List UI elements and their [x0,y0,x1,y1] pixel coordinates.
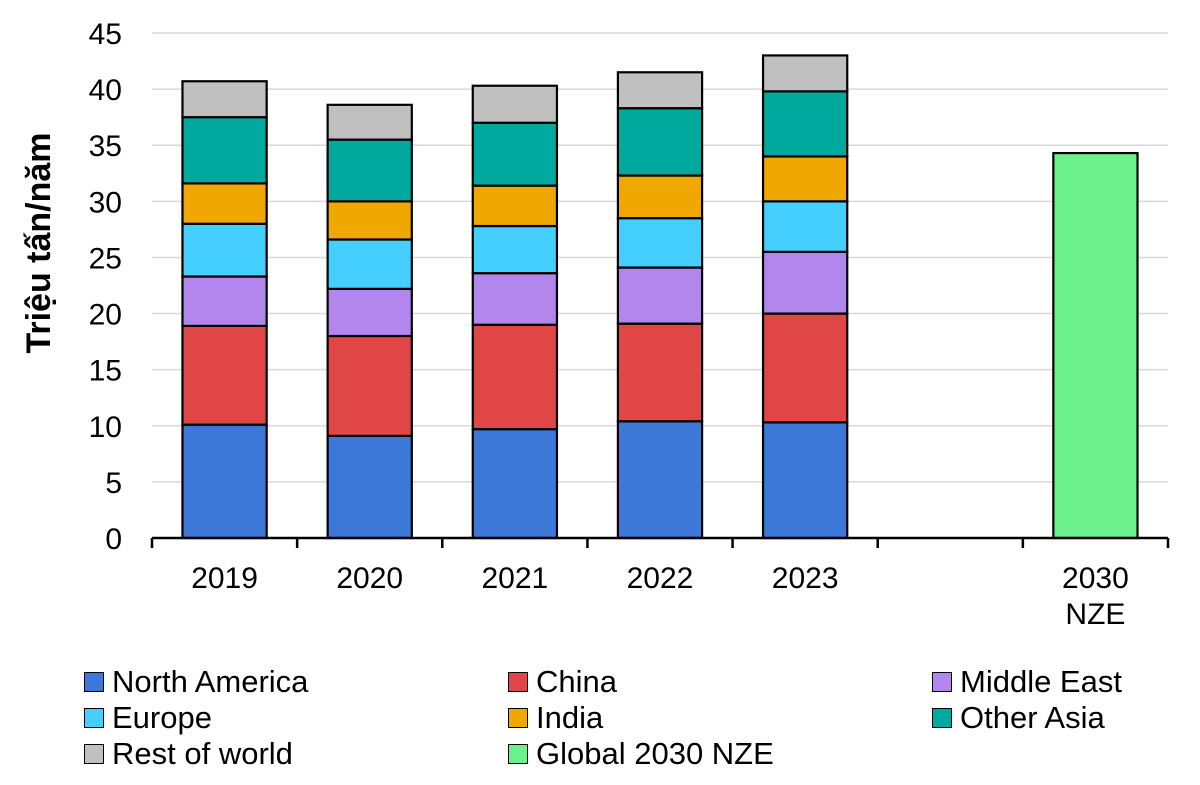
x-tick-label: 2021 [481,562,548,595]
bar-rest-of-world-2023 [761,54,849,93]
legend-label: North America [112,664,309,699]
y-tick-label: 40 [89,74,122,107]
bar-other-asia-2022 [616,107,704,177]
bar-europe-2022 [616,217,704,269]
bar-rest-of-world-2020 [326,103,413,141]
bar-china-2019 [181,324,268,426]
y-tick-label: 20 [89,299,122,332]
legend-item-china: China [508,664,617,700]
bar-india-2022 [616,174,704,220]
bar-europe-2021 [471,224,559,275]
x-axis [150,536,1170,548]
bar-middle-east-2020 [326,287,413,338]
legend-item-middle-east: Middle East [932,664,1122,700]
x-tick-label: 2030 [1062,562,1129,595]
bar-other-asia-2020 [326,138,413,203]
bar-middle-east-2022 [616,266,704,325]
legend-swatch [84,744,104,764]
bar-india-2020 [326,200,413,241]
bar-middle-east-2023 [761,250,849,315]
legend-item-north-america: North America [84,664,308,700]
bar-north-america-2021 [471,428,559,540]
legend-label: Europe [112,700,212,735]
bar-middle-east-2021 [471,272,559,326]
y-tick-label: 5 [105,467,122,500]
y-tick-label: 35 [89,130,122,163]
legend-swatch [508,744,528,764]
legend-swatch [84,708,104,728]
legend-swatch [932,672,952,692]
bar-china-2022 [616,322,704,423]
legend-label: China [536,664,617,699]
bars [181,54,1139,540]
bar-rest-of-world-2019 [181,80,268,119]
x-tick-label: 2019 [191,562,258,595]
legend-label: Middle East [960,664,1122,699]
y-tick-label: 0 [105,523,122,556]
bar-india-2023 [761,155,849,203]
y-axis-ticks: 0 5 10 15 20 25 30 35 40 45 [89,18,122,556]
y-tick-label: 30 [89,186,122,219]
legend-item-global-2030-nze: Global 2030 NZE [508,736,774,772]
bar-north-america-2022 [616,420,704,540]
legend-label: India [536,700,604,735]
legend-item-other-asia: Other Asia [932,700,1105,736]
bar-other-asia-2023 [761,90,849,158]
bar-middle-east-2019 [181,275,268,327]
bar-global-2030-nze-2030-nze [1052,151,1139,540]
bar-other-asia-2021 [471,121,559,187]
bar-other-asia-2019 [181,116,268,185]
x-tick-label: 2020 [336,562,403,595]
x-tick-label: 2023 [772,562,839,595]
legend-swatch [932,708,952,728]
x-tick-label: NZE [1065,598,1125,631]
bar-europe-2020 [326,238,413,290]
y-tick-label: 15 [89,355,122,388]
legend-swatch [508,672,528,692]
y-axis-label: Triệu tấn/năm [20,132,58,353]
bar-europe-2019 [181,222,268,278]
legend-swatch [84,672,104,692]
y-tick-label: 45 [89,18,122,51]
bar-rest-of-world-2022 [616,71,704,110]
bar-rest-of-world-2021 [471,84,559,124]
legend-label: Other Asia [960,700,1105,735]
bar-china-2023 [761,312,849,424]
bar-china-2021 [471,323,559,431]
bar-india-2019 [181,182,268,225]
legend-item-europe: Europe [84,700,212,736]
bar-north-america-2019 [181,423,268,540]
bar-europe-2023 [761,200,849,253]
bar-india-2021 [471,184,559,228]
legend-label: Rest of world [112,736,293,771]
legend-swatch [508,708,528,728]
legend: North America China Middle East Europe India… [84,664,1184,780]
bar-china-2020 [326,334,413,437]
bar-north-america-2020 [326,434,413,540]
x-tick-label: 2022 [627,562,694,595]
y-tick-label: 10 [89,411,122,444]
bar-north-america-2023 [761,421,849,540]
legend-item-india: India [508,700,603,736]
y-tick-label: 25 [89,242,122,275]
legend-item-rest-of-world: Rest of world [84,736,293,772]
legend-label: Global 2030 NZE [536,736,774,771]
